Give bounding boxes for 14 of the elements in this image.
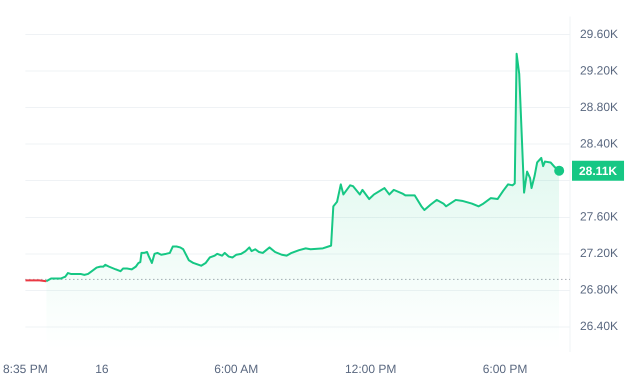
y-tick-label: 27.60K xyxy=(580,210,618,224)
y-tick-label: 26.80K xyxy=(580,282,618,297)
y-tick-label: 29.20K xyxy=(580,63,618,78)
x-tick-label: 8:35 PM xyxy=(2,362,48,376)
x-tick-label: 12:00 PM xyxy=(344,362,396,376)
y-tick-label: 28.40K xyxy=(580,136,618,151)
y-tick-label: 27.20K xyxy=(580,246,618,260)
y-tick-label: 28.80K xyxy=(580,100,618,114)
x-tick-label: 16 xyxy=(95,362,109,376)
annotation: 28.11K xyxy=(579,164,618,178)
y-tick-label: 29.60K xyxy=(580,26,618,41)
x-tick-label: 6:00 AM xyxy=(214,362,258,376)
y-tick-label: 26.40K xyxy=(580,319,618,334)
x-tick-label: 6:00 PM xyxy=(482,362,528,376)
